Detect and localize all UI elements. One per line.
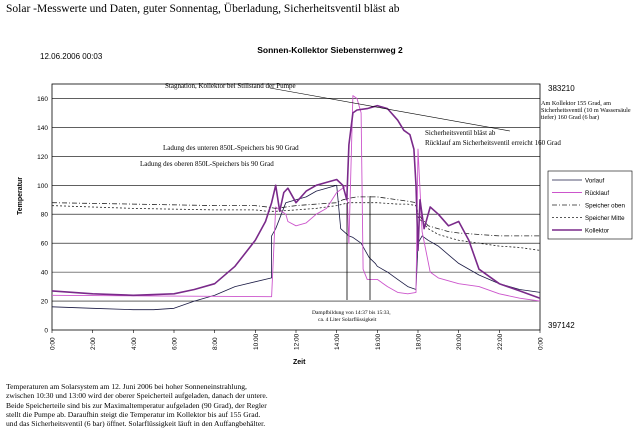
y-tick-label: 0 [44,328,48,335]
annotation-layer: Stagnation, Kollektor bei Stillstand der… [140,82,561,323]
caption-line: Beide Speicherteile sind bis zur Maximal… [6,400,267,410]
x-tick-label: 2:00 [90,337,97,350]
y-tick-label: 80 [41,212,49,219]
right-note: Am Kollektor 155 Grad, am Sicherheitsven… [541,100,631,122]
series-line-r-cklauf [51,95,541,302]
annotation-steam-2: ca. 4 Liter Solarflüssigkeit [318,316,377,323]
page-header: Solar -Messwerte und Daten, guter Sonnen… [6,3,400,15]
series-line-speicher-oben [51,196,540,237]
y-tick-label: 140 [37,125,48,132]
x-tick-label: 16:00 [375,333,382,350]
grid-layer: 0 20 40 60 80 100 120 140 160 0:00 2:00 4:00 6:00 8:0… [37,83,545,350]
y-axis-label: Temperatur [17,177,24,215]
caption-line: zwischen 10:30 und 13:00 wird der oberer… [6,391,268,401]
series-line-speicher-mitte [51,202,541,251]
right-number-bottom: 397142 [548,321,575,330]
right-number-top: 383210 [548,84,575,93]
leader-stagnation [269,87,511,132]
timestamp: 12.06.2006 00:03 [40,52,103,61]
legend-box [547,170,633,240]
series-line-vorlauf [51,184,541,311]
caption-line: Temperaturen am Solarsystem am 12. Juni … [6,382,247,391]
y-tick-label: 100 [37,183,48,190]
x-axis-label: Zeit [293,359,306,366]
x-tick-label: 10:00 [253,333,260,350]
x-tick-label: 18:00 [416,333,423,350]
y-tick-label: 160 [37,96,48,103]
series-line-kollektor [51,104,541,299]
x-tick-label: 12:00 [294,333,301,350]
chart-title: Sonnen-Kollektor Siebensternweg 2 [257,45,403,55]
x-tick-label: 6:00 [172,337,179,350]
y-tick-label: 120 [37,154,48,161]
series-layer [51,95,541,311]
annotation-upper-tank: Ladung des oberen 850L-Speichers bis 90 … [140,160,274,168]
caption: Temperaturen am Solarsystem am 12. Juni … [6,382,436,428]
y-tick-label: 20 [41,299,49,306]
legend: Vorlauf Rücklauf Speicher oben Speicher Mit… [547,170,633,240]
x-tick-label: 14:00 [334,333,341,350]
x-tick-label: 20:00 [456,333,463,350]
plot-frame [51,83,541,331]
x-tick-label: 0:00 [538,337,545,350]
x-tick-label: 4:00 [131,337,138,350]
caption-line: stellt die Pumpe ab. Daraufhin steigt di… [6,409,261,419]
y-tick-label: 40 [41,270,49,277]
legend-label: Speicher oben [585,203,625,210]
annotation-steam-1: Dampfbildung von 14:37 bis 15:33, [312,309,391,316]
x-tick-label: 8:00 [212,337,219,350]
legend-label: Vorlauf [585,178,605,185]
x-tick-label: 0:00 [50,337,57,350]
x-tick-label: 22:00 [497,333,504,350]
annotation-return-160: Rücklauf am Sicherheitsventil erreicht 1… [425,139,561,147]
legend-label: Kollektor [585,228,609,235]
legend-label: Rücklauf [585,190,609,197]
annotation-lower-tank: Ladung des unteren 850L-Speichers bis 90… [163,144,299,152]
y-tick-label: 60 [41,241,49,248]
caption-line: und das Sicherheitsventil (6 bar) öffnet… [6,419,266,429]
legend-label: Speicher Mitte [585,215,625,222]
annotation-valve: Sicherheitsventil bläst ab [425,129,496,137]
annotation-stagnation: Stagnation, Kollektor bei Stillstand der… [165,82,296,90]
